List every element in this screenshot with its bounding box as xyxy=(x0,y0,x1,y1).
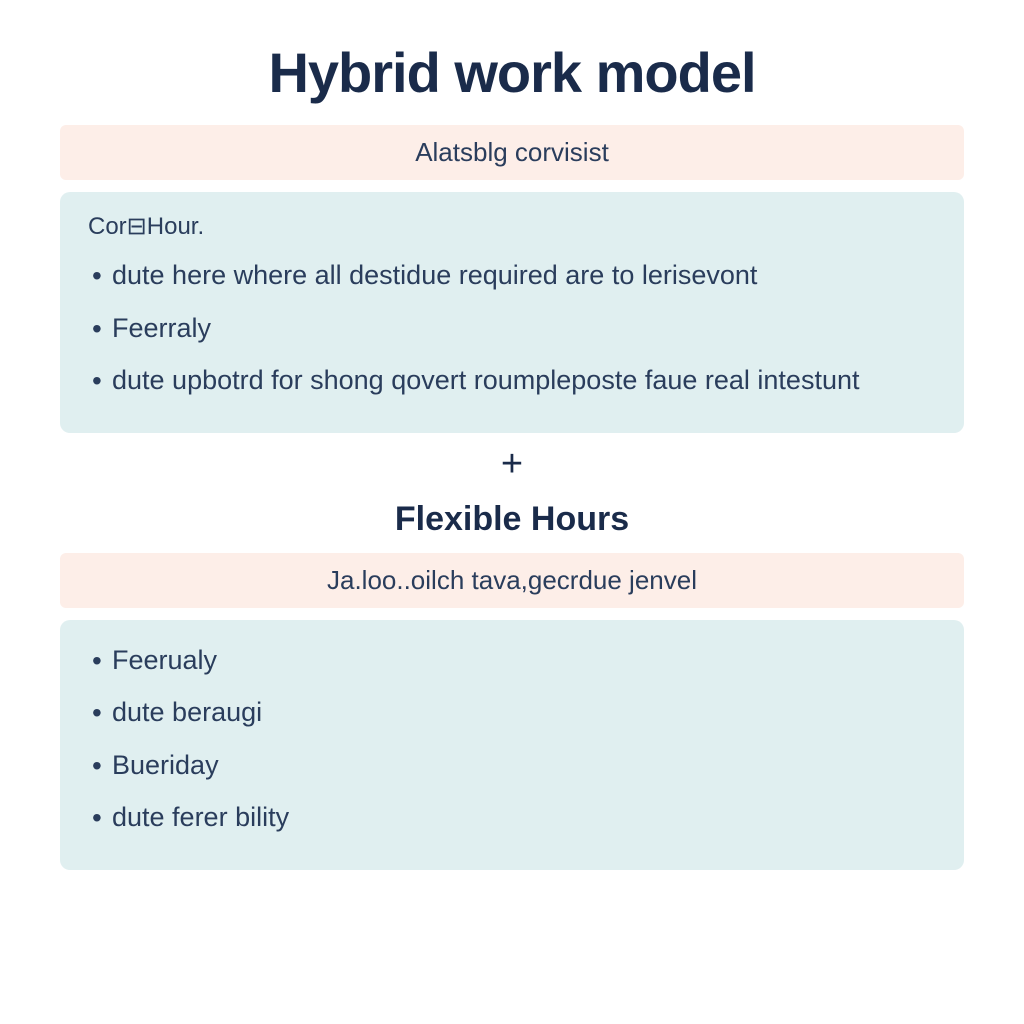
list-item: dute here where all destidue required ar… xyxy=(88,255,936,296)
list-item: Feerualy xyxy=(88,640,936,681)
section2-subtitle-bar: Ja.loo..oilch tava,gecrdue jenvel xyxy=(60,553,964,608)
document-container: Hybrid work model Alatsblg corvisist Cor… xyxy=(60,40,964,870)
section1-bullet-list: dute here where all destidue required ar… xyxy=(88,255,936,401)
list-item: Bueriday xyxy=(88,745,936,786)
section1-box-header: Cor⊟Hour. xyxy=(88,212,936,241)
list-item: dute upbotrd for shong qovert roumplepos… xyxy=(88,360,936,401)
section2-bullet-list: Feerualy dute beraugi Bueriday dute fere… xyxy=(88,640,936,838)
list-item: Feerraly xyxy=(88,308,936,349)
plus-separator-icon: + xyxy=(60,443,964,486)
section1-content-box: Cor⊟Hour. dute here where all destidue r… xyxy=(60,192,964,433)
section2-content-box: Feerualy dute beraugi Bueriday dute fere… xyxy=(60,620,964,870)
section1-subtitle-bar: Alatsblg corvisist xyxy=(60,125,964,180)
section2-title: Flexible Hours xyxy=(60,500,964,539)
list-item: dute ferer bility xyxy=(88,797,936,838)
page-title: Hybrid work model xyxy=(60,40,964,105)
list-item: dute beraugi xyxy=(88,692,936,733)
